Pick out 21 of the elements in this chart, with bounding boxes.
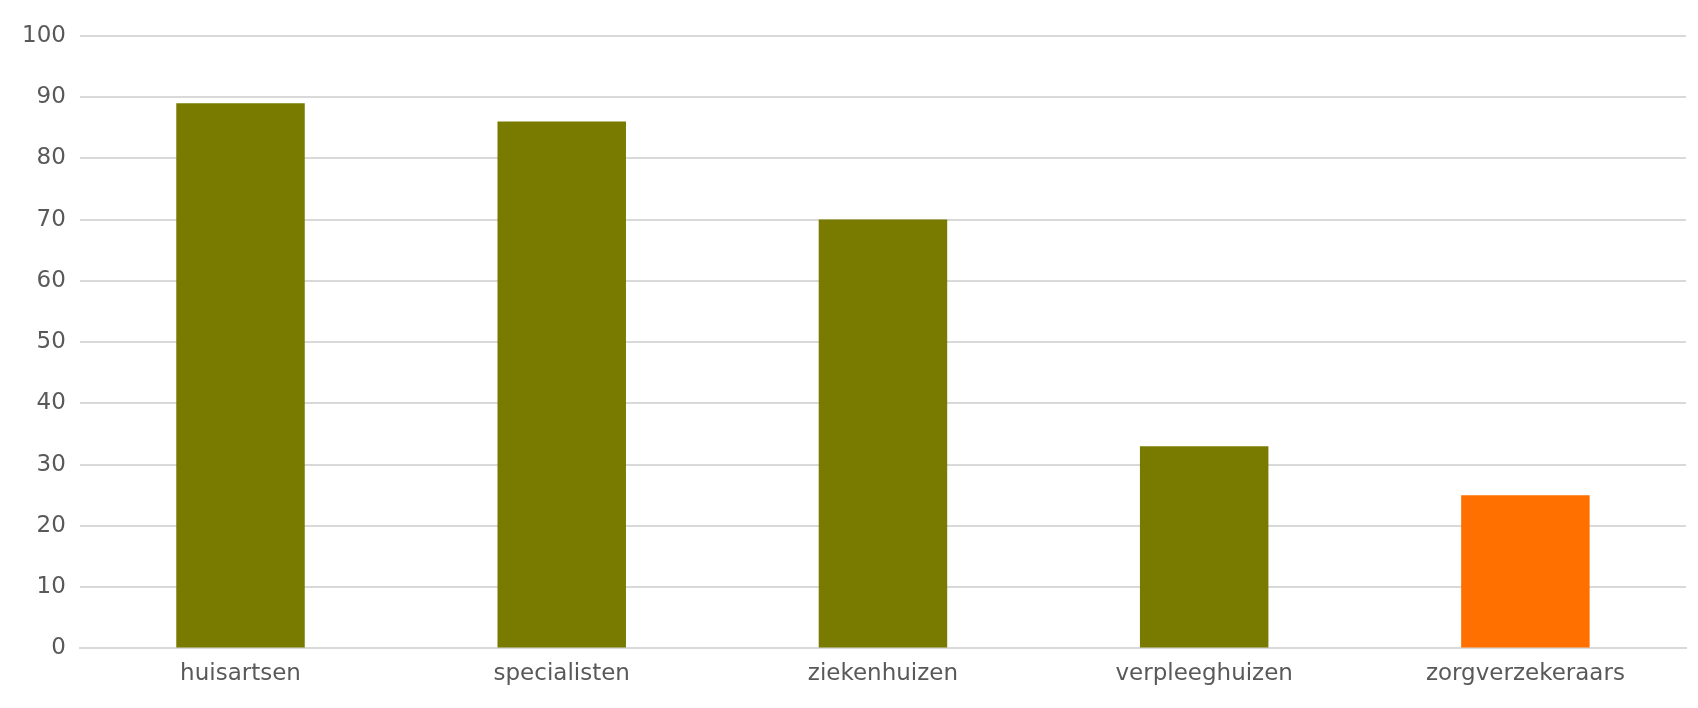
y-tick-label: 30 [36, 449, 66, 476]
y-tick-label: 80 [36, 143, 66, 170]
y-tick-label: 20 [36, 510, 66, 537]
y-tick-label: 90 [36, 82, 66, 109]
bar [176, 103, 305, 648]
bar [497, 121, 626, 648]
x-tick-label: huisartsen [180, 659, 301, 686]
y-tick-label: 40 [36, 388, 66, 415]
x-tick-label: zorgverzekeraars [1425, 659, 1625, 686]
x-tick-label: verpleeghuizen [1115, 659, 1293, 686]
y-tick-label: 10 [36, 572, 66, 599]
x-tick-label: ziekenhuizen [807, 659, 959, 686]
x-tick-label: specialisten [493, 659, 630, 686]
bar [818, 219, 948, 648]
y-tick-label: 50 [36, 327, 66, 354]
y-tick-label: 70 [36, 204, 66, 231]
bar [1139, 446, 1269, 648]
bar [1461, 495, 1590, 648]
y-tick-label: 0 [51, 633, 66, 660]
y-tick-label: 100 [21, 20, 66, 47]
y-tick-label: 60 [36, 265, 66, 292]
